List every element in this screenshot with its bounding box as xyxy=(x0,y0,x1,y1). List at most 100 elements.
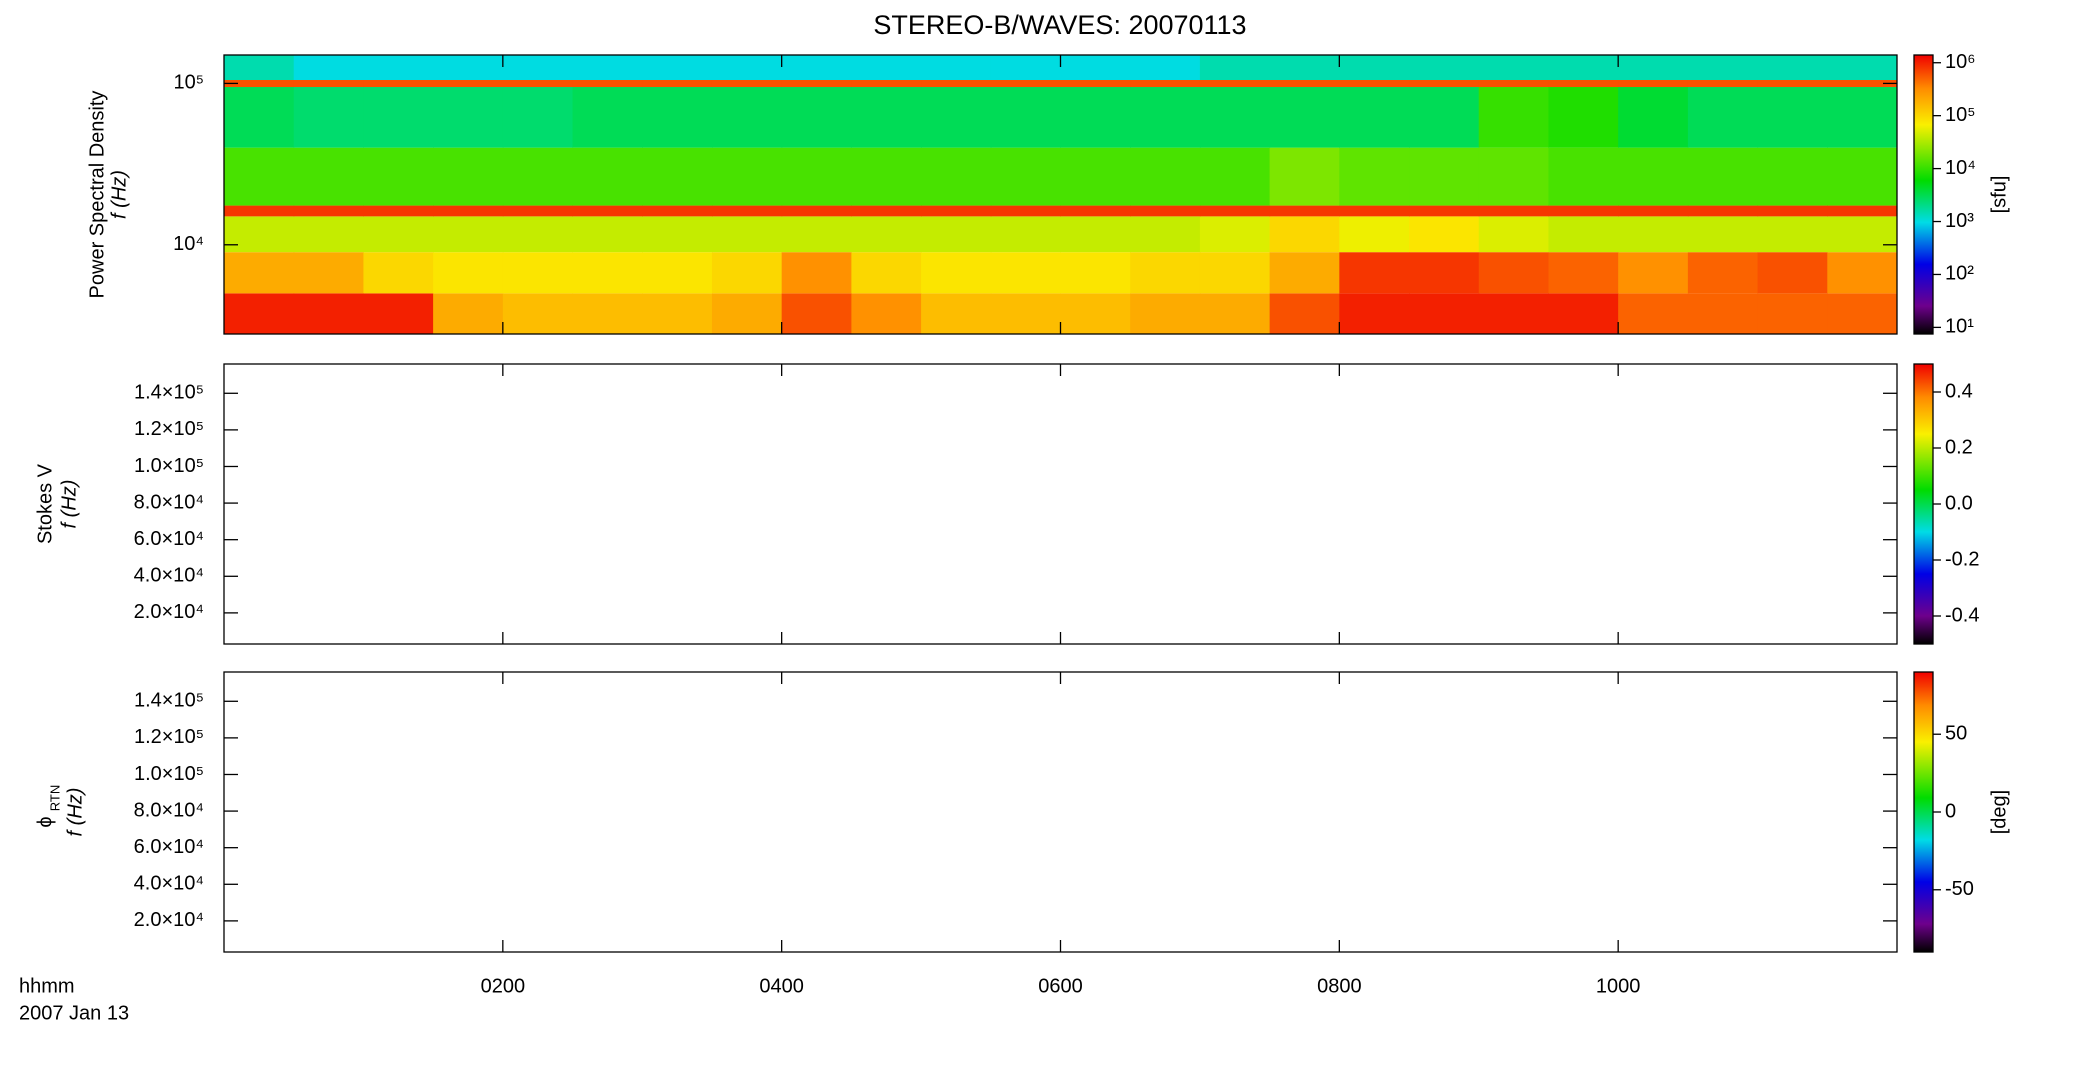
y-tick-label: 8.0×10⁴ xyxy=(134,799,204,821)
heatmap-cell xyxy=(293,87,364,148)
heatmap-cell xyxy=(1618,205,1689,217)
heatmap-cell xyxy=(1130,147,1201,206)
y-tick-label: 1.2×10⁵ xyxy=(134,418,204,440)
heatmap-cell xyxy=(851,293,922,334)
heatmap-cell xyxy=(1130,79,1201,88)
heatmap-cell xyxy=(711,252,783,294)
heatmap-cell xyxy=(642,55,713,80)
heatmap-cell xyxy=(921,87,992,148)
heatmap-cell xyxy=(711,79,783,88)
y-axis-label: ϕ xyxy=(34,816,56,827)
heatmap-cell xyxy=(1060,252,1131,294)
heatmap-cell xyxy=(572,216,643,253)
y-axis-label-sub: RTN xyxy=(47,785,62,811)
heatmap-cell xyxy=(363,147,434,206)
heatmap-cell xyxy=(1269,205,1340,217)
heatmap-cell xyxy=(1687,252,1759,294)
heatmap-cell xyxy=(781,87,852,148)
heatmap-cell xyxy=(1339,205,1410,217)
heatmap-cell xyxy=(224,55,295,80)
colorbar-tick-label: 0.2 xyxy=(1945,436,1973,458)
colorbar-tick-label: 50 xyxy=(1945,723,1967,745)
heatmap-cell xyxy=(1548,147,1619,206)
heatmap-cell xyxy=(1687,79,1759,88)
heatmap-cell xyxy=(1478,55,1549,80)
heatmap-cell xyxy=(1757,216,1828,253)
heatmap-cell xyxy=(1269,216,1340,253)
heatmap-cell xyxy=(921,205,992,217)
heatmap-cell xyxy=(1199,87,1271,148)
heatmap-cell xyxy=(1827,147,1898,206)
heatmap-cell xyxy=(1130,252,1201,294)
colorbar-tick-label: 0 xyxy=(1945,800,1956,822)
heatmap-cell xyxy=(1339,216,1410,253)
heatmap-cell xyxy=(851,55,922,80)
heatmap-cell xyxy=(363,79,434,88)
heatmap-cell xyxy=(502,293,574,334)
heatmap-cell xyxy=(1478,79,1549,88)
heatmap-cell xyxy=(921,79,992,88)
heatmap-cell xyxy=(1409,147,1480,206)
y-tick-label: 6.0×10⁴ xyxy=(134,836,204,858)
heatmap-cell xyxy=(711,55,783,80)
heatmap-cell xyxy=(1548,55,1619,80)
heatmap-cell xyxy=(1618,79,1689,88)
heatmap-cell xyxy=(293,147,364,206)
heatmap-cell xyxy=(1618,252,1689,294)
heatmap-cell xyxy=(642,216,713,253)
heatmap-cell xyxy=(1409,205,1480,217)
heatmap-cell xyxy=(363,205,434,217)
heatmap-cell xyxy=(1269,252,1340,294)
heatmap-cell xyxy=(990,55,1061,80)
heatmap-cell xyxy=(990,87,1061,148)
heatmap-cell xyxy=(1199,216,1271,253)
heatmap-cell xyxy=(1409,293,1480,334)
heatmap-cell xyxy=(433,293,504,334)
heatmap-cell xyxy=(642,147,713,206)
heatmap-cell xyxy=(293,216,364,253)
heatmap-cell xyxy=(572,87,643,148)
heatmap-cell xyxy=(363,216,434,253)
heatmap-cell xyxy=(502,252,574,294)
colorbar-tick-label: -0.2 xyxy=(1945,548,1979,570)
heatmap-cell xyxy=(1757,252,1828,294)
x-tick-label: 1000 xyxy=(1596,975,1641,997)
heatmap-cell xyxy=(293,293,364,334)
colorbar xyxy=(1913,363,1934,645)
heatmap-cell xyxy=(433,55,504,80)
heatmap-cell xyxy=(1199,55,1271,80)
heatmap-cell xyxy=(293,55,364,80)
heatmap-cell xyxy=(711,216,783,253)
heatmap-cell xyxy=(781,79,852,88)
heatmap-cell xyxy=(1060,216,1131,253)
y-tick-label: 1.0×10⁵ xyxy=(134,763,204,785)
y-tick-label: 10⁴ xyxy=(173,233,204,255)
heatmap-cell xyxy=(1757,205,1828,217)
colorbar-tick-label: -0.4 xyxy=(1945,604,1979,626)
y-tick-label: 1.4×10⁵ xyxy=(134,382,204,404)
x-axis-label: hhmm xyxy=(19,975,75,997)
heatmap-cell xyxy=(1548,293,1619,334)
y-tick-label: 2.0×10⁴ xyxy=(134,601,204,623)
heatmap-cell xyxy=(1548,205,1619,217)
heatmap-cell xyxy=(1199,147,1271,206)
heatmap-cell xyxy=(1060,87,1131,148)
heatmap-cell xyxy=(1130,205,1201,217)
y-tick-label: 6.0×10⁴ xyxy=(134,528,204,550)
heatmap-cell xyxy=(572,147,643,206)
colorbar xyxy=(1913,54,1934,335)
heatmap-cell xyxy=(433,216,504,253)
heatmap-cell xyxy=(1199,252,1271,294)
heatmap-cell xyxy=(711,293,783,334)
y-tick-label: 1.0×10⁵ xyxy=(134,455,204,477)
plot-frame xyxy=(223,671,1898,953)
heatmap-cell xyxy=(293,252,364,294)
heatmap-cell xyxy=(851,252,922,294)
heatmap-cell xyxy=(224,87,295,148)
heatmap-cell xyxy=(1618,87,1689,148)
y-axis-label: Stokes V xyxy=(34,463,56,544)
heatmap-cell xyxy=(921,216,992,253)
heatmap-cell xyxy=(1409,55,1480,80)
heatmap-cell xyxy=(1269,79,1340,88)
